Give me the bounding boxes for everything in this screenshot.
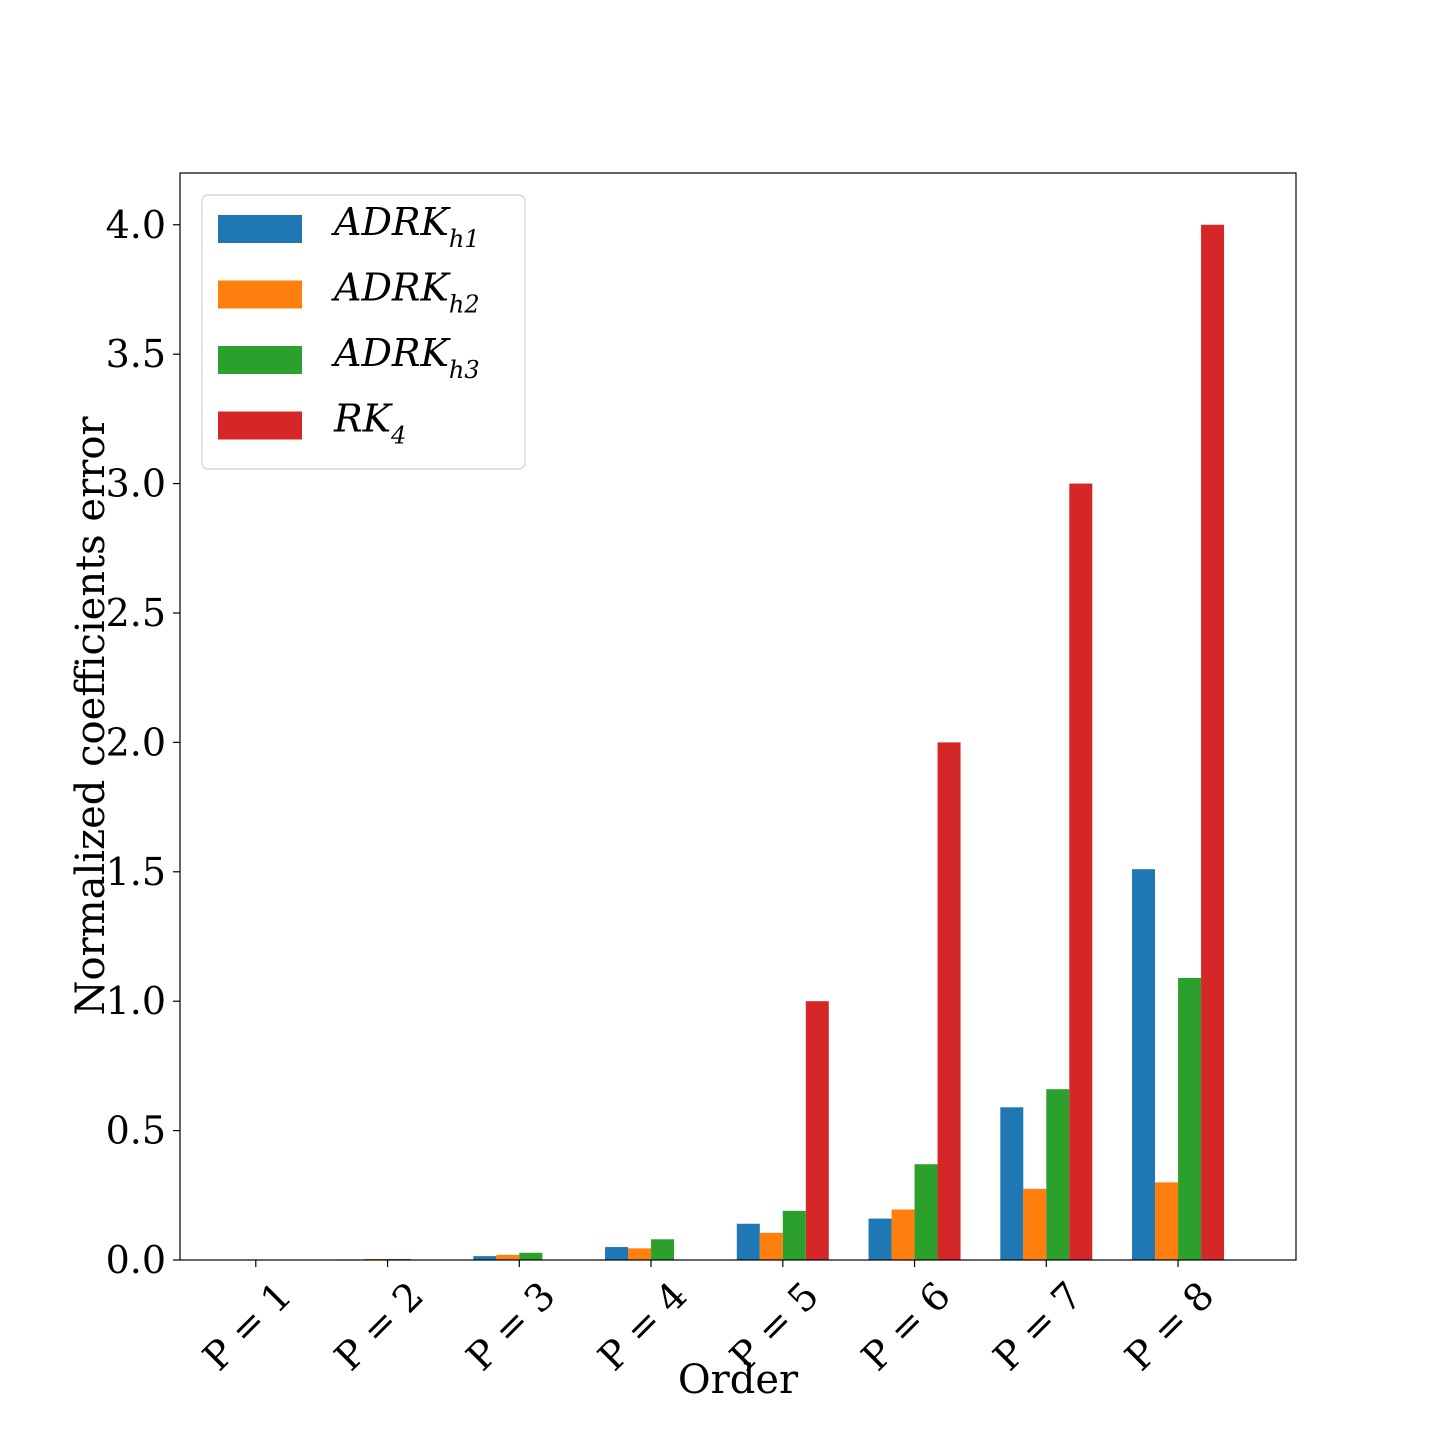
x-tick-label: P = 3 xyxy=(458,1273,564,1379)
legend-entry-h2: ADRKh2 xyxy=(331,266,480,319)
bar-h3-7 xyxy=(1046,1089,1070,1260)
x-tick-label: P = 2 xyxy=(326,1273,432,1379)
legend-items: ADRKh1 ADRKh2 ADRKh3 RK4 xyxy=(218,200,480,450)
bar-h1-3 xyxy=(473,1256,497,1260)
y-tick-label: 3.5 xyxy=(106,332,166,376)
x-tick-label: P = 7 xyxy=(985,1273,1091,1379)
bar-h1-5 xyxy=(736,1223,760,1260)
bar-4-6 xyxy=(937,742,961,1260)
legend-entry-h1: ADRKh1 xyxy=(331,200,480,253)
legend-swatch-h3 xyxy=(218,346,302,374)
bar-h3-4 xyxy=(651,1239,675,1260)
bar-h2-3 xyxy=(496,1254,520,1260)
bar-h3-3 xyxy=(519,1252,543,1260)
legend-swatch-h1 xyxy=(218,215,302,243)
y-tick-label: 4.0 xyxy=(106,203,166,247)
bar-h3-5 xyxy=(782,1210,806,1260)
legend-entry-h3: ADRKh3 xyxy=(331,331,480,384)
y-tick-label: 3.0 xyxy=(106,462,166,506)
y-tick-label: 1.5 xyxy=(106,850,166,894)
bars-group xyxy=(341,224,1225,1261)
bar-h2-7 xyxy=(1023,1188,1047,1260)
bar-4-8 xyxy=(1201,224,1225,1260)
x-axis-label: Order xyxy=(678,1357,799,1403)
bar-h3-8 xyxy=(1178,977,1202,1260)
y-axis-label: Normalized coefficients error xyxy=(68,416,114,1016)
legend-swatch-4 xyxy=(218,411,302,440)
bar-h1-8 xyxy=(1132,869,1156,1260)
plot-frame xyxy=(179,172,1297,1261)
y-tick-label: 0.5 xyxy=(106,1109,166,1153)
bar-h1-4 xyxy=(605,1247,629,1260)
y-tick-label: 0.0 xyxy=(106,1238,166,1282)
bar-h3-6 xyxy=(914,1164,938,1260)
bar-h2-6 xyxy=(891,1209,915,1260)
legend-frame xyxy=(201,194,526,470)
y-tick-label: 2.5 xyxy=(106,591,166,635)
legend-swatch-h2 xyxy=(218,280,302,309)
legend: ADRKh1 ADRKh2 ADRKh3 RK4 xyxy=(201,194,526,470)
legend-entry-4: RK4 xyxy=(333,397,406,450)
bar-4-5 xyxy=(805,1001,829,1260)
bar-h2-8 xyxy=(1155,1182,1179,1260)
y-tick-label: 1.0 xyxy=(106,979,166,1023)
x-tick-label: P = 1 xyxy=(194,1273,300,1379)
bar-4-7 xyxy=(1069,483,1093,1261)
x-tick-label: P = 8 xyxy=(1117,1273,1223,1379)
y-axis: 0.0 0.5 1.0 1.5 2.0 2.5 3.0 3.5 4.0 xyxy=(106,203,180,1282)
y-tick-label: 2.0 xyxy=(106,720,166,764)
bar-h1-6 xyxy=(868,1218,892,1260)
bar-h1-7 xyxy=(1000,1107,1024,1260)
x-tick-label: P = 6 xyxy=(853,1273,959,1379)
bar-h2-4 xyxy=(628,1248,652,1260)
bar-h2-5 xyxy=(759,1232,783,1260)
